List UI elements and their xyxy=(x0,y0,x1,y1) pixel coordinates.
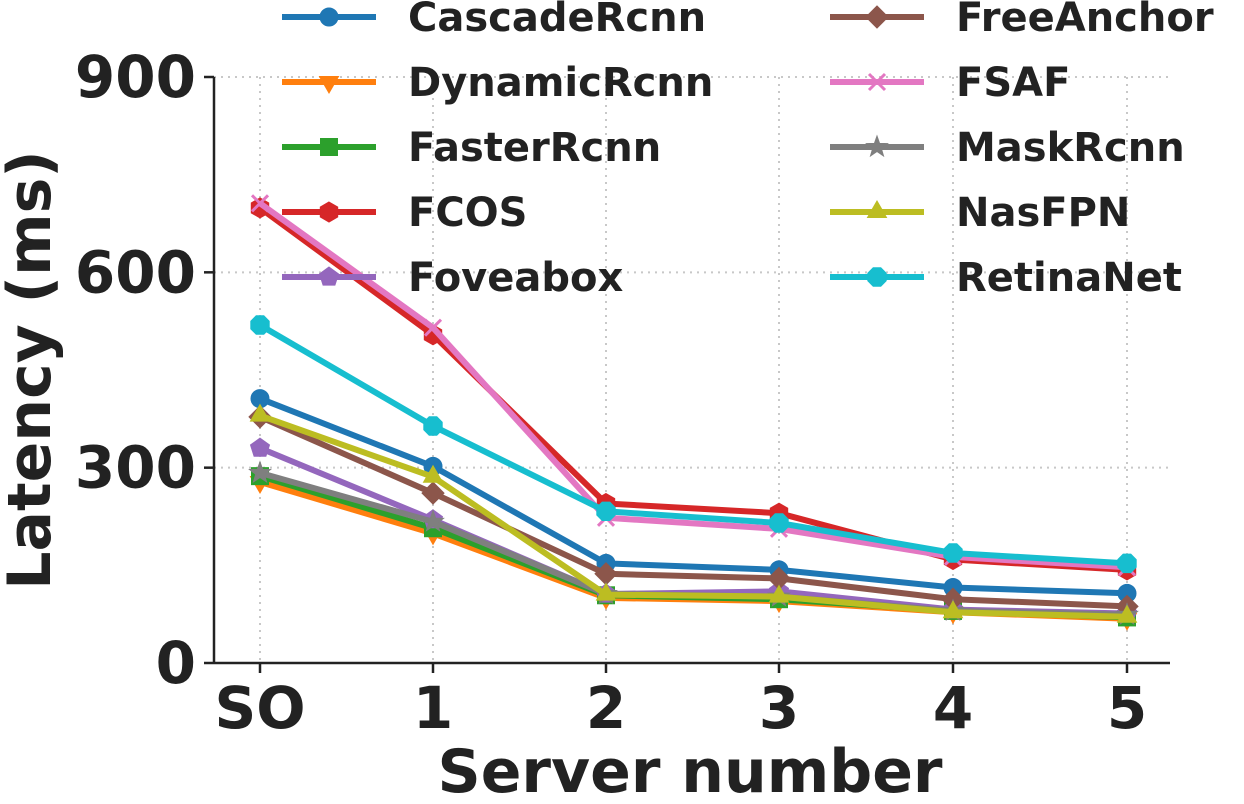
data-point-maskrcnn xyxy=(248,460,272,483)
data-point-fsaf-stroke xyxy=(423,318,443,337)
y-tick-label: 600 xyxy=(75,238,196,306)
data-point-nasfpn xyxy=(595,582,617,601)
data-point-fsaf-stroke xyxy=(250,194,270,213)
data-point-nasfpn xyxy=(422,464,444,483)
data-point-freeanchor xyxy=(421,481,445,505)
legend-marker-nasfpn xyxy=(866,199,888,218)
data-point-retinanet xyxy=(943,543,963,563)
series-line-freeanchor xyxy=(258,414,1128,610)
x-axis-title: Server number xyxy=(438,737,943,804)
legend-item-retinanet: RetinaNet xyxy=(830,255,1182,301)
legend-marker-freeanchor xyxy=(865,5,889,29)
data-point-foveabox xyxy=(249,437,271,457)
series-line-cascadercnn xyxy=(258,395,1128,597)
y-tick-label: 0 xyxy=(156,629,196,697)
legend-label-fasterrcnn: FasterRcnn xyxy=(408,125,661,171)
series-line-fsaf xyxy=(258,200,1128,571)
legend-item-maskrcnn: MaskRcnn xyxy=(830,125,1185,171)
legend-item-fcos: FCOS xyxy=(282,190,528,236)
legend-marker-fsaf xyxy=(867,72,887,92)
x-tick-label: 3 xyxy=(759,674,799,742)
data-point-retinanet xyxy=(769,513,789,533)
legend-item-dynamicrcnn: DynamicRcnn xyxy=(282,60,713,106)
legend-label-fsaf: FSAF xyxy=(956,60,1070,106)
legend-label-freeanchor: FreeAnchor xyxy=(956,0,1214,41)
series-layer xyxy=(248,194,1139,631)
legend-marker-maskrcnn xyxy=(865,134,889,158)
legend-marker-fcos xyxy=(319,201,339,223)
data-point-freeanchor xyxy=(767,566,791,591)
legend-item-freeanchor: FreeAnchor xyxy=(830,0,1214,41)
x-tick-label: 5 xyxy=(1107,674,1147,742)
series-cascadercnn xyxy=(250,389,1137,603)
legend-label-maskrcnn: MaskRcnn xyxy=(956,125,1185,171)
legend-label-fcos: FCOS xyxy=(408,190,528,236)
axes-layer: 0 300 600 900 SO 1 2 3 4 5 xyxy=(75,43,1170,742)
legend-label-dynamicrcnn: DynamicRcnn xyxy=(408,60,713,106)
series-nasfpn xyxy=(249,403,1138,623)
legend-marker-retinanet xyxy=(867,267,887,287)
x-tick-label: SO xyxy=(214,674,305,742)
series-line-nasfpn xyxy=(258,412,1128,620)
legend-item-nasfpn: NasFPN xyxy=(830,190,1130,236)
legend-marker-foveabox xyxy=(318,266,340,286)
data-point-retinanet xyxy=(423,416,443,436)
y-tick-label: 900 xyxy=(75,43,196,111)
data-point-nasfpn xyxy=(768,584,790,603)
data-point-retinanet xyxy=(596,501,616,521)
legend-marker-dynamicrcnn xyxy=(318,76,340,95)
legend-item-fsaf: FSAF xyxy=(830,60,1070,106)
data-point-nasfpn xyxy=(942,600,964,619)
data-point-maskrcnn xyxy=(421,509,445,532)
data-point-retinanet xyxy=(250,315,270,335)
legend-item-cascadercnn: CascadeRcnn xyxy=(282,0,706,41)
legend-label-retinanet: RetinaNet xyxy=(956,255,1182,301)
legend-marker-cascadercnn xyxy=(319,7,339,27)
series-line-retinanet xyxy=(258,322,1128,567)
data-point-nasfpn xyxy=(1116,604,1138,623)
grid-layer xyxy=(214,76,1170,663)
legend-marker-fsaf-stroke xyxy=(867,72,887,92)
legend-label-cascadercnn: CascadeRcnn xyxy=(408,0,706,41)
y-axis-title: Latency (ms) xyxy=(0,150,65,589)
data-point-freeanchor xyxy=(594,562,618,586)
legend-marker-fasterrcnn xyxy=(320,138,338,156)
x-tick-label: 1 xyxy=(413,674,453,742)
legend-item-fasterrcnn: FasterRcnn xyxy=(282,125,661,171)
legend-label-nasfpn: NasFPN xyxy=(956,190,1130,236)
legend-label-foveabox: Foveabox xyxy=(408,255,623,301)
data-point-retinanet xyxy=(1117,553,1137,574)
data-point-fsaf xyxy=(423,318,443,337)
x-tick-label: 4 xyxy=(933,674,973,742)
data-point-fsaf xyxy=(250,194,270,213)
series-retinanet xyxy=(250,315,1137,574)
y-tick-label: 300 xyxy=(75,434,196,502)
legend: CascadeRcnn DynamicRcnn FasterRcnn FCOS Fove… xyxy=(282,0,1214,301)
x-tick-label: 2 xyxy=(586,674,626,742)
legend-item-foveabox: Foveabox xyxy=(282,255,623,301)
data-point-nasfpn xyxy=(249,403,271,422)
